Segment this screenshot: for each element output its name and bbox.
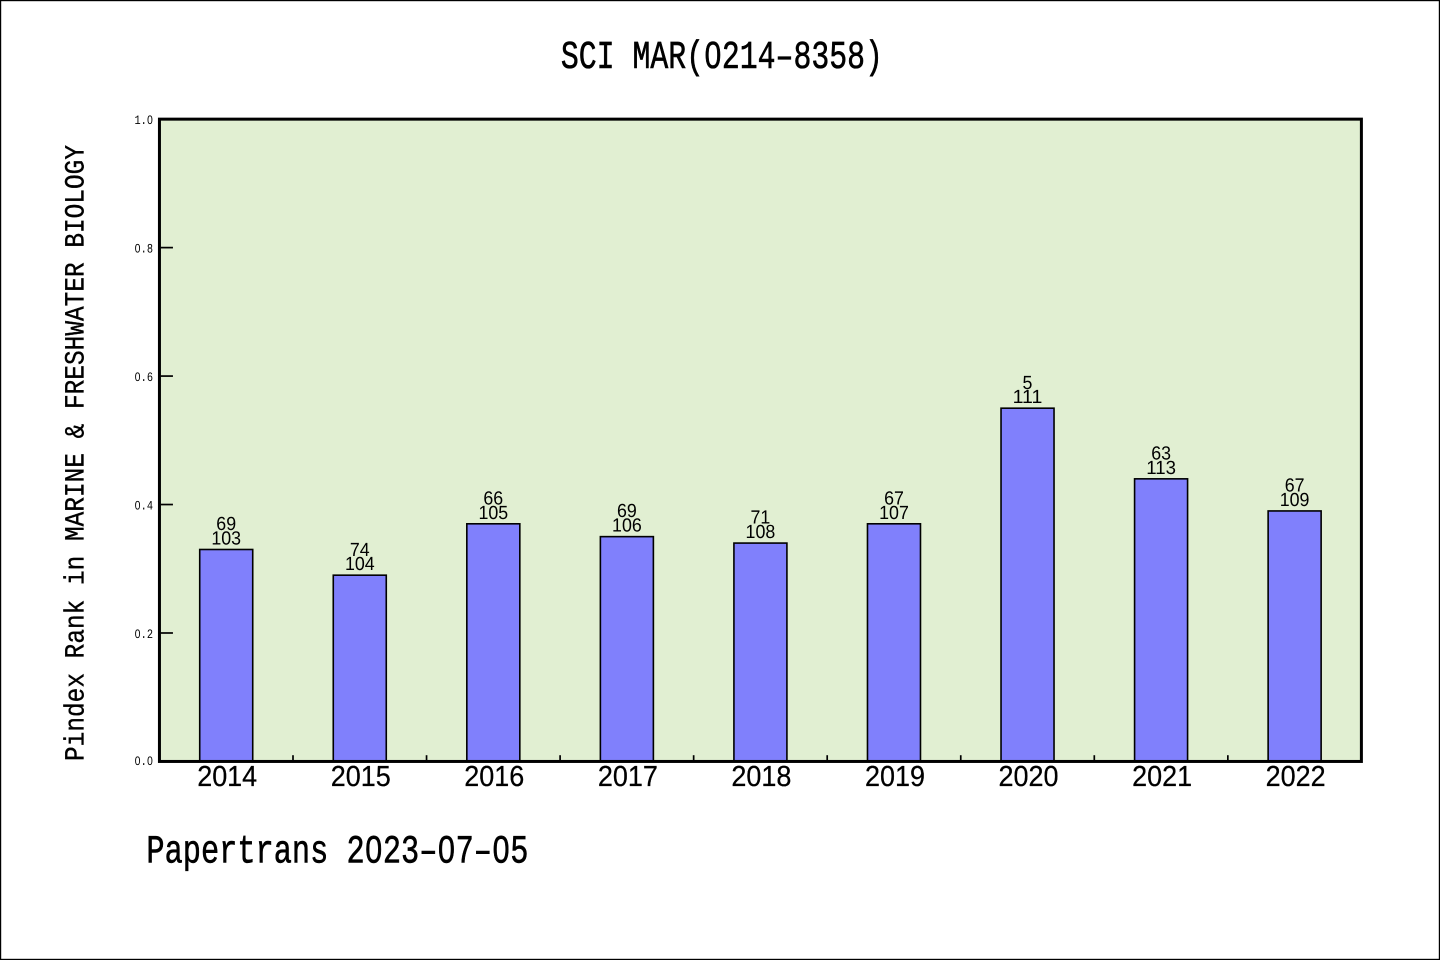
svg-text:0.2: 0.2 (135, 627, 154, 642)
svg-text:2022: 2022 (1266, 761, 1326, 793)
svg-text:108: 108 (746, 522, 776, 543)
svg-text:104: 104 (345, 554, 375, 575)
svg-text:69: 69 (617, 501, 637, 522)
svg-text:SCI MAR(0214–8358): SCI MAR(0214–8358) (561, 35, 883, 80)
svg-text:2015: 2015 (331, 761, 391, 793)
svg-text:113: 113 (1146, 458, 1176, 479)
svg-text:0.6: 0.6 (135, 370, 154, 385)
svg-text:2020: 2020 (999, 761, 1059, 793)
svg-text:0.0: 0.0 (135, 754, 154, 769)
svg-text:106: 106 (612, 516, 642, 537)
svg-text:107: 107 (879, 503, 909, 524)
svg-text:111: 111 (1013, 387, 1043, 408)
svg-text:0.4: 0.4 (135, 499, 154, 514)
svg-text:2014: 2014 (197, 761, 257, 793)
svg-text:0.8: 0.8 (135, 242, 154, 257)
svg-text:105: 105 (478, 503, 508, 524)
svg-text:2018: 2018 (731, 761, 791, 793)
svg-text:2021: 2021 (1132, 761, 1192, 793)
svg-text:71: 71 (751, 508, 771, 529)
svg-text:67: 67 (1285, 476, 1305, 497)
svg-text:66: 66 (483, 488, 503, 509)
svg-text:Papertrans 2023–07–05: Papertrans 2023–07–05 (146, 830, 528, 875)
svg-text:2017: 2017 (598, 761, 658, 793)
svg-text:2016: 2016 (464, 761, 524, 793)
svg-text:109: 109 (1280, 490, 1310, 511)
svg-text:67: 67 (884, 488, 904, 509)
svg-text:1.0: 1.0 (135, 113, 154, 128)
svg-text:5: 5 (1023, 373, 1033, 394)
svg-text:2019: 2019 (865, 761, 925, 793)
svg-text:63: 63 (1151, 443, 1171, 464)
svg-text:74: 74 (350, 540, 370, 561)
svg-text:Pindex Rank in MARINE & FRESHW: Pindex Rank in MARINE & FRESHWATER BIOLO… (62, 145, 93, 761)
svg-text:103: 103 (211, 529, 241, 550)
svg-text:69: 69 (216, 514, 236, 535)
